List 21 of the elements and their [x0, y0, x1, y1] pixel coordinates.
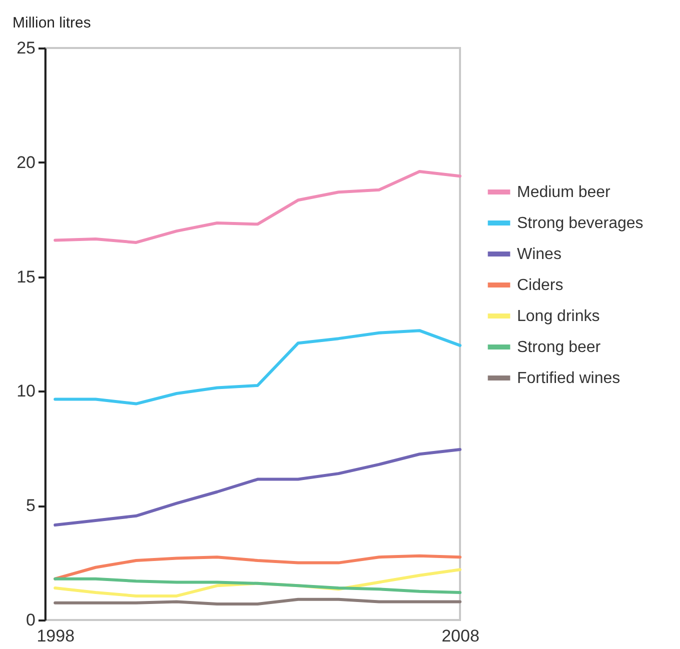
legend-label: Ciders	[517, 277, 564, 294]
x-tick-label: 2008	[442, 626, 480, 646]
legend-label: Fortified wines	[517, 370, 620, 387]
y-tick-label: 20	[16, 152, 36, 172]
legend-label: Wines	[517, 246, 562, 263]
line-series	[54, 577, 462, 594]
legend-label: Long drinks	[517, 308, 600, 325]
y-axis-title: Million litres	[12, 14, 91, 32]
legend-label: Strong beverages	[517, 215, 644, 232]
legend-label: Strong beer	[517, 339, 602, 356]
line-series	[54, 170, 462, 244]
legend-label: Medium beer	[517, 184, 612, 201]
y-tick-label: 0	[26, 610, 36, 630]
line-series	[54, 329, 462, 406]
y-tick-label: 5	[26, 496, 36, 516]
y-tick-label: 25	[16, 38, 36, 58]
y-tick-label: 10	[16, 382, 36, 401]
line-series	[54, 448, 462, 527]
x-tick-label: 1998	[36, 626, 75, 646]
line-series	[54, 554, 462, 580]
y-tick-label: 15	[16, 267, 36, 286]
